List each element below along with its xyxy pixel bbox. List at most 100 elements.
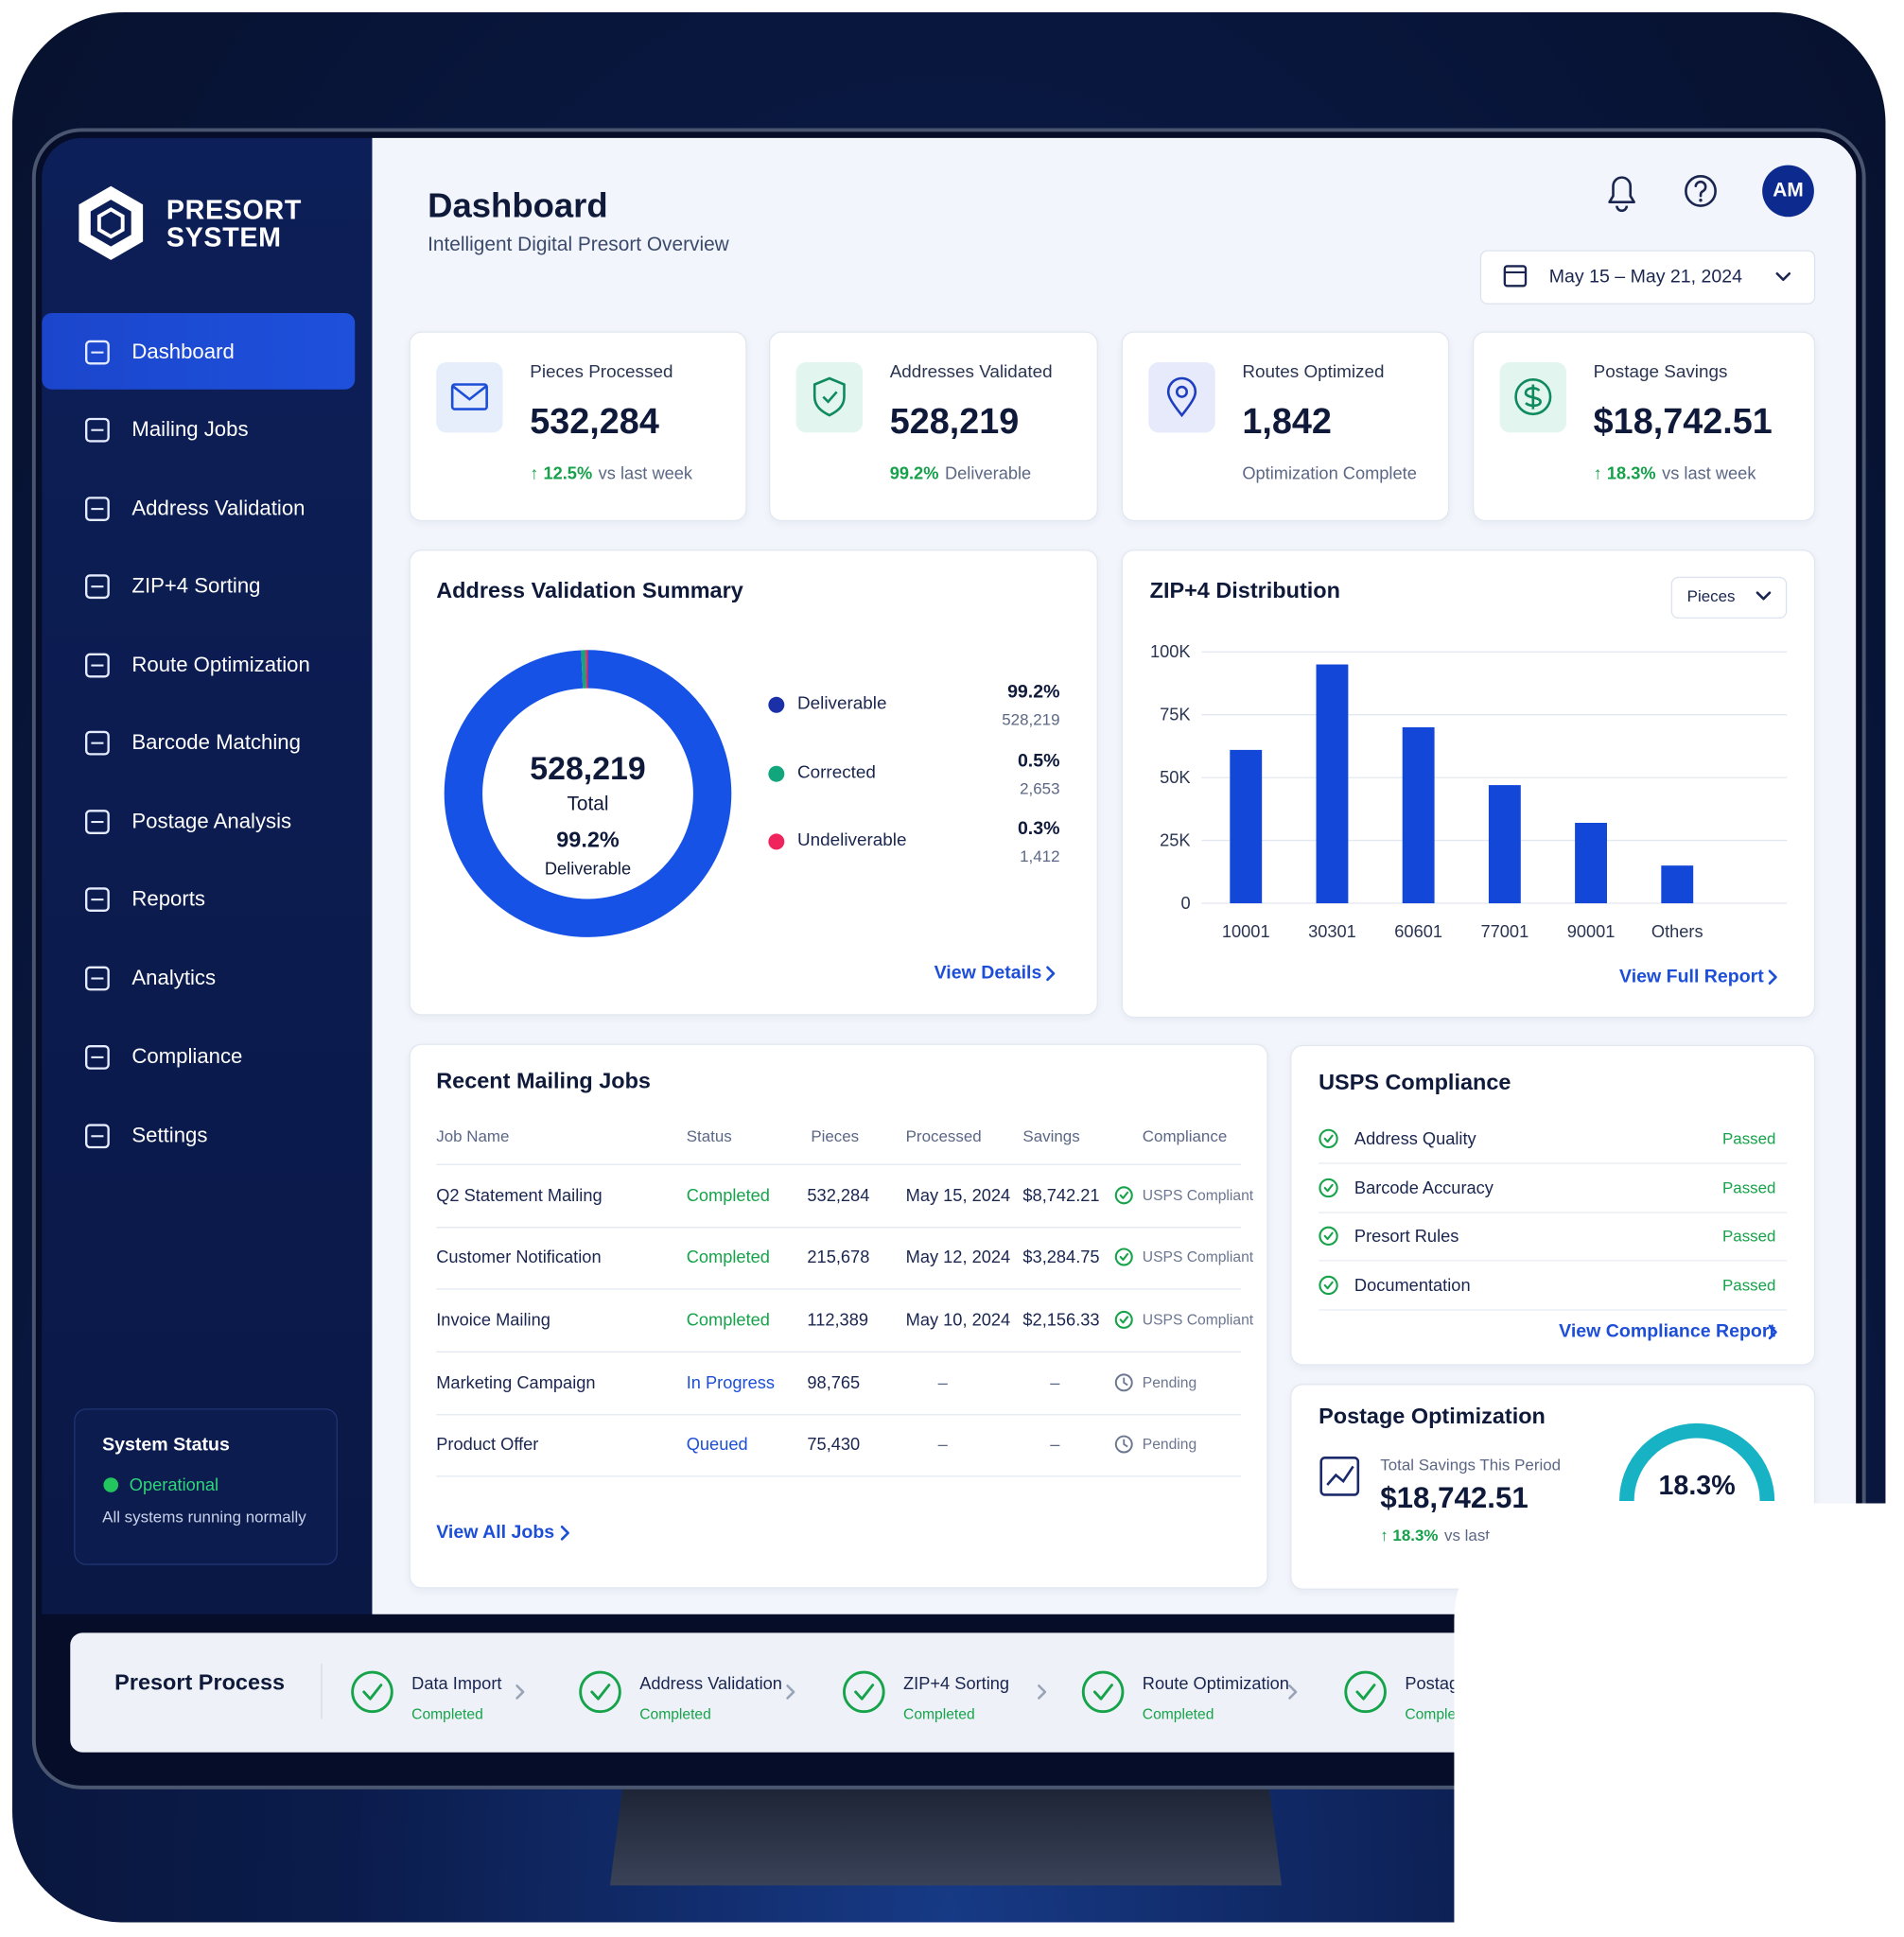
bar (1316, 664, 1349, 904)
nav-item[interactable]: Settings (131, 1123, 208, 1147)
chevron (1038, 1684, 1047, 1700)
table-cell: 215,678 (807, 1247, 870, 1266)
date-range: May 15 – May 21, 2024 (1548, 266, 1743, 288)
nav-item[interactable]: Barcode Matching (131, 730, 301, 755)
kpi-glyph (1524, 384, 1542, 410)
help-dot (1699, 199, 1703, 202)
savings-delta: ↑ 18.3% (1380, 1526, 1439, 1544)
check-mark (1323, 1134, 1334, 1143)
check-circle (1081, 1670, 1125, 1714)
chart-control[interactable] (1670, 576, 1788, 619)
status-cell: Completed (686, 1184, 770, 1205)
nav-item[interactable]: Address Validation (131, 496, 306, 520)
check-circle (1319, 1128, 1338, 1149)
legend-value: 0.5% (1017, 750, 1060, 772)
link[interactable]: View Details (934, 962, 1042, 984)
nav-icon (85, 810, 110, 834)
control-label[interactable]: Pieces (1686, 586, 1736, 605)
step-status: Completed (639, 1704, 711, 1723)
kpi-icon-box (436, 362, 503, 433)
avatar-initials[interactable]: AM (1773, 180, 1804, 201)
nav-item[interactable]: Compliance (131, 1044, 243, 1069)
card-title: ZIP+4 Distribution (1149, 578, 1340, 603)
check-circle (1114, 1186, 1133, 1205)
donut-segment (444, 650, 732, 937)
status-state: Operational (129, 1475, 219, 1494)
job-name: Product Offer (436, 1434, 539, 1454)
table-cell: $3,284.75 (1022, 1247, 1100, 1266)
check-circle (1319, 1178, 1338, 1198)
y-tick-label: 0 (1180, 893, 1191, 913)
compliance-status: Passed (1721, 1275, 1776, 1295)
check-mark (1323, 1281, 1334, 1290)
nav-item[interactable]: Dashboard (131, 340, 235, 364)
column-header: Status (686, 1126, 732, 1145)
bar (1402, 726, 1435, 904)
y-tick-label: 50K (1160, 767, 1191, 788)
column-header: Compliance (1142, 1126, 1228, 1145)
nav-active[interactable] (42, 312, 356, 390)
help-glyph (1694, 180, 1707, 198)
compliance-item: Documentation (1354, 1274, 1471, 1295)
check-mark (1323, 1183, 1334, 1193)
status-note: All systems running normally (102, 1507, 306, 1527)
kpi-sub: ↑ 18.3% vs last week (1594, 462, 1762, 483)
check-circle (1114, 1310, 1133, 1329)
step-name: Address Validation (639, 1672, 782, 1693)
status-cell: In Progress (686, 1371, 776, 1392)
kpi-note: vs last week (598, 462, 693, 483)
donut-rate-label: Deliverable (544, 858, 632, 879)
status-cell: Completed (686, 1247, 770, 1266)
step-status: Completed (411, 1704, 483, 1723)
page-title: Dashboard (428, 186, 608, 225)
savings-value: $18,742.51 (1380, 1481, 1528, 1516)
kpi-glyph (450, 383, 488, 410)
nav-item[interactable]: Analytics (131, 966, 217, 989)
legend-value: 99.2% (1007, 681, 1060, 703)
kpi-glyph (1175, 385, 1189, 398)
link[interactable]: View All Jobs (436, 1522, 555, 1544)
compliance-cell: USPS Compliant (1142, 1311, 1254, 1329)
donut-total-label: Total (567, 794, 609, 815)
compliance-status: Passed (1721, 1128, 1776, 1148)
column-header: Job Name (436, 1126, 510, 1145)
kpi-value: 532,284 (530, 402, 659, 443)
nav-item[interactable]: Route Optimization (131, 653, 310, 677)
check-mark (1119, 1316, 1129, 1324)
step-status: Completed (903, 1704, 975, 1723)
bar (1230, 749, 1263, 904)
link[interactable]: View Compliance Report (1559, 1320, 1775, 1342)
compliance-item: Presort Rules (1354, 1225, 1459, 1246)
link[interactable]: View Full Report (1619, 966, 1764, 987)
table-cell: 112,389 (807, 1309, 869, 1330)
legend-count: 1,412 (1020, 846, 1060, 865)
check-mark (1355, 1684, 1376, 1701)
chevron (560, 1526, 569, 1541)
kpi-note: Optimization Complete (1242, 462, 1417, 483)
legend-count: 528,219 (1002, 709, 1060, 729)
legend-label: Deliverable (796, 693, 887, 714)
nav-item[interactable]: ZIP+4 Sorting (131, 573, 261, 598)
clock-icon (1114, 1373, 1133, 1392)
kpi-label: Routes Optimized (1242, 362, 1385, 383)
brand-name: PRESORT (166, 194, 303, 226)
check-mark (1119, 1191, 1129, 1199)
check-mark (362, 1684, 383, 1701)
x-tick-label: 77001 (1480, 921, 1529, 941)
nav-icon (85, 966, 110, 991)
kpi-delta: ↑ 18.3% (1593, 462, 1656, 483)
legend-label: Undeliverable (796, 830, 907, 851)
kpi-value: 528,219 (889, 402, 1020, 443)
nav-item[interactable]: Mailing Jobs (131, 417, 249, 442)
nav-icon (85, 417, 110, 443)
date-picker[interactable] (1479, 250, 1816, 305)
brand-name: SYSTEM (166, 221, 282, 253)
logo-core (96, 207, 125, 239)
y-tick-label: 75K (1160, 704, 1191, 724)
nav-item[interactable]: Postage Analysis (131, 809, 292, 833)
nav-item[interactable]: Reports (131, 886, 205, 911)
nav-icon (85, 653, 110, 678)
